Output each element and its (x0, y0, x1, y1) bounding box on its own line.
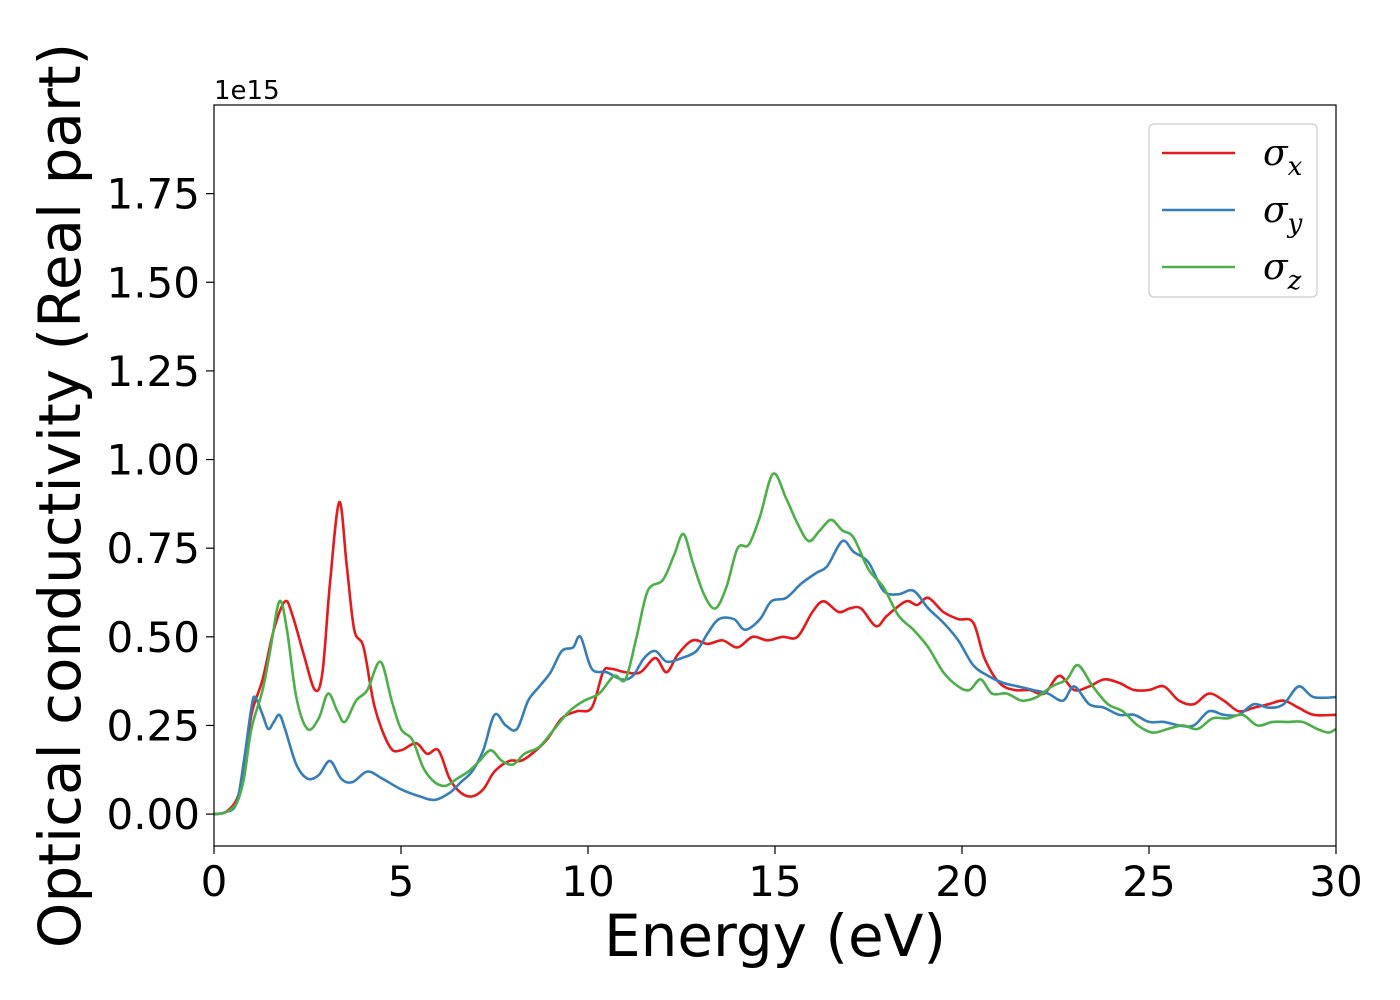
series-line-z (214, 472, 1336, 816)
legend-label-subscript: z (1287, 266, 1302, 296)
legend-label-subscript: x (1288, 152, 1303, 182)
x-tick-label: 0 (201, 857, 228, 906)
x-tick-label: 15 (748, 857, 801, 906)
y-offset-text: 1e15 (214, 76, 280, 106)
legend-item-x: σx (1162, 133, 1303, 182)
legend-item-y: σy (1162, 190, 1303, 239)
y-tick-label: 1.25 (106, 347, 200, 396)
y-axis-title: Optical conductivity (Real part) (26, 43, 94, 948)
x-tick-label: 10 (561, 857, 614, 906)
legend-label: σx (1263, 133, 1303, 182)
x-axis-title: Energy (eV) (604, 902, 946, 970)
y-tick-label: 1.75 (106, 170, 200, 219)
x-tick-label: 25 (1122, 857, 1175, 906)
x-tick-label: 20 (935, 857, 988, 906)
series-layer (214, 472, 1336, 816)
legend-label-subscript: y (1287, 209, 1303, 239)
y-tick-label: 0.00 (106, 790, 200, 839)
y-tick-label: 0.75 (106, 524, 200, 573)
series-line-y (214, 539, 1336, 816)
y-tick-label: 1.50 (106, 258, 200, 307)
y-axis: 0.00 0.25 0.50 0.75 1.00 1.25 1.50 1.75 (106, 170, 214, 839)
y-tick-label: 0.50 (106, 613, 200, 662)
x-tick-label: 30 (1309, 857, 1362, 906)
legend-label: σy (1263, 190, 1303, 239)
y-tick-label: 0.25 (106, 701, 200, 750)
x-axis: 0 5 10 15 20 25 30 (201, 846, 1363, 906)
x-tick-label: 5 (388, 857, 415, 906)
y-tick-label: 1.00 (106, 436, 200, 485)
series-line-x (214, 500, 1336, 816)
